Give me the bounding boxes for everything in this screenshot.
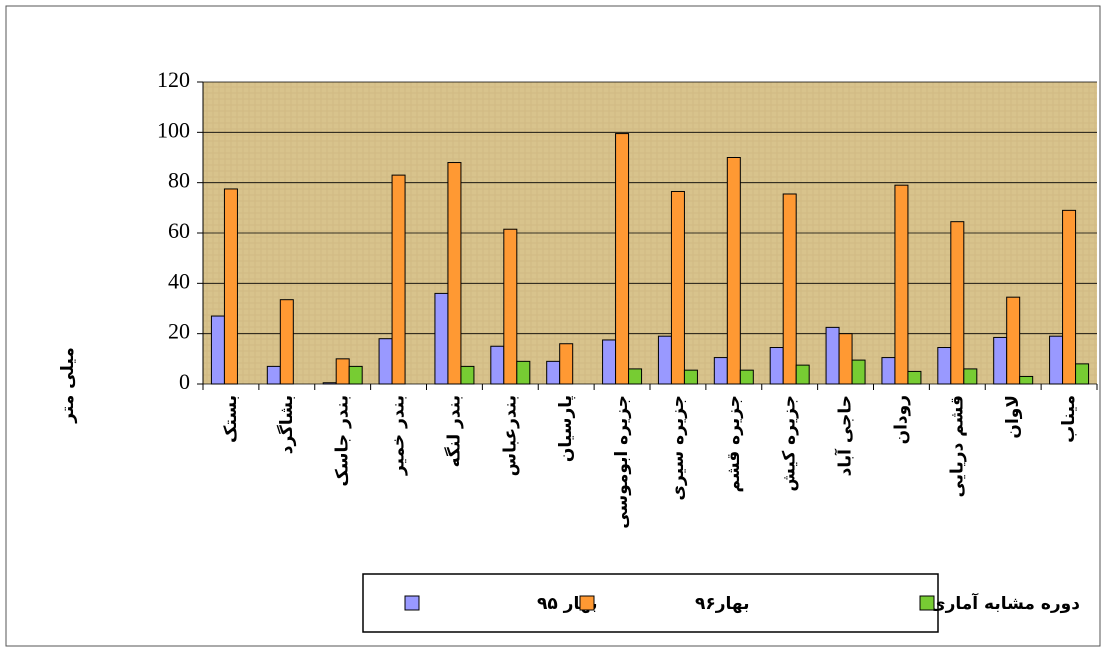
y-tick-label: 60 (168, 218, 190, 243)
bar (950, 221, 965, 385)
bar (657, 335, 672, 385)
bar (210, 315, 225, 385)
x-tick-label: قشم دریایی (947, 395, 967, 498)
x-tick-label: بندرعباس (500, 395, 520, 476)
x-tick-label: بندر لنگه (443, 395, 464, 467)
legend-label: دوره مشابه آماری (930, 592, 1080, 614)
x-tick-label: جزیره قشم (724, 395, 744, 493)
bar (279, 299, 294, 385)
legend-label: بهار۹۶ (695, 594, 750, 614)
bar (1062, 209, 1077, 385)
bar (266, 365, 281, 385)
bar (851, 359, 866, 385)
bar (391, 174, 406, 385)
x-tick-label: پارسیان (556, 395, 576, 462)
x-tick-label: جزیره کیش (780, 395, 800, 492)
bar (223, 188, 238, 385)
x-tick-label: لاوان (1003, 395, 1023, 439)
y-axis-label: میلی متر (58, 347, 78, 424)
bar (1049, 335, 1064, 385)
bar (937, 347, 952, 385)
bar (825, 326, 840, 385)
x-tick-label: جزیره سیری (668, 395, 688, 501)
x-tick-label: حاجی آباد (834, 395, 856, 476)
y-tick-label: 0 (179, 369, 190, 394)
bar (559, 343, 574, 385)
bar (782, 193, 797, 385)
bar (1075, 363, 1090, 385)
bar (795, 364, 810, 385)
bar (615, 133, 630, 385)
bar (683, 369, 698, 385)
bar (447, 162, 462, 385)
x-tick-label: میناب (1059, 395, 1079, 443)
bar (490, 345, 505, 385)
x-tick-label: بشاگرد (276, 395, 297, 454)
legend-swatch (919, 595, 935, 611)
x-tick-label: جزیره ابوموسی (612, 395, 632, 529)
bar (838, 333, 853, 385)
bar (460, 365, 475, 385)
bar (628, 368, 643, 385)
outer-border (5, 5, 1101, 647)
bar (546, 360, 561, 385)
bar (516, 360, 531, 385)
bar (335, 358, 350, 385)
bar (348, 365, 363, 385)
legend-box (362, 573, 939, 633)
x-tick-label: بستک (221, 395, 241, 443)
bar (1006, 296, 1021, 385)
bar (881, 357, 896, 385)
bar (963, 368, 978, 385)
x-tick-label: بندر جاسک (333, 395, 353, 487)
x-tick-label: رودان (891, 395, 911, 444)
bar (993, 336, 1008, 385)
bar (726, 157, 741, 385)
y-tick-label: 40 (168, 268, 190, 293)
y-tick-label: 80 (168, 168, 190, 193)
bar (434, 292, 449, 385)
y-tick-label: 120 (157, 67, 190, 92)
y-tick-label: 100 (157, 117, 190, 142)
bar (894, 184, 909, 385)
bar (378, 338, 393, 385)
bar (907, 370, 922, 385)
bar (322, 382, 337, 385)
legend-swatch (404, 595, 420, 611)
bar (739, 369, 754, 385)
y-tick-label: 20 (168, 319, 190, 344)
bar (1019, 375, 1034, 385)
x-tick-label: بندر خمیر (389, 395, 409, 476)
bar (713, 357, 728, 385)
bar (602, 339, 617, 385)
bar (503, 228, 518, 385)
bar (769, 347, 784, 385)
bar (670, 190, 685, 385)
legend-swatch (579, 595, 595, 611)
